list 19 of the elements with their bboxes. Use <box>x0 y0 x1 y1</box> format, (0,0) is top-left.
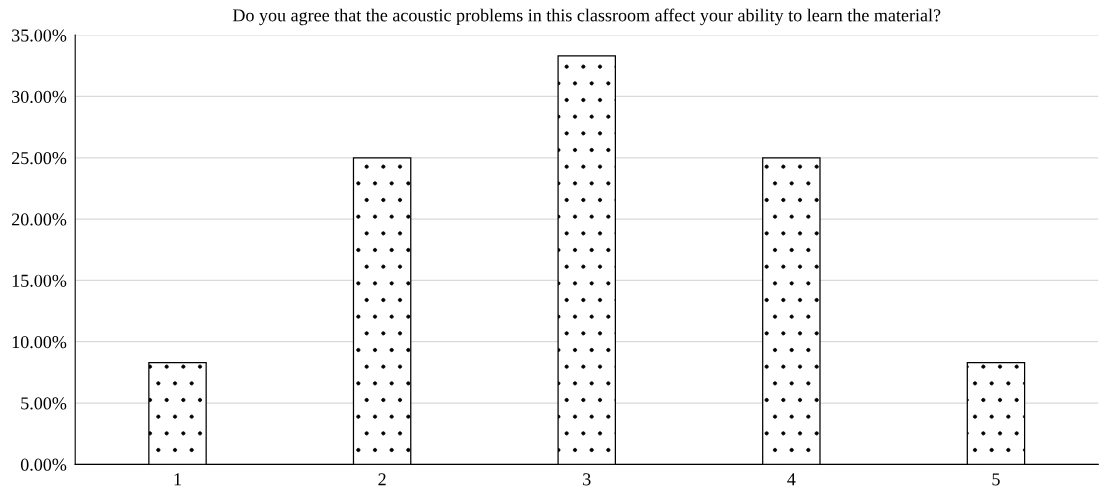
y-tick-label: 20.00% <box>12 213 67 226</box>
y-tick-label: 10.00% <box>12 335 67 349</box>
bar <box>762 157 821 465</box>
x-tick-label: 2 <box>378 473 386 486</box>
bar <box>966 361 1026 465</box>
x-tick-label: 1 <box>174 473 181 486</box>
bar <box>148 361 207 465</box>
x-tick-label: 5 <box>992 473 1000 486</box>
x-tick-label: 3 <box>583 473 591 486</box>
y-tick-label: 15.00% <box>12 274 67 287</box>
y-tick-label: 5.00% <box>21 397 67 410</box>
bar <box>352 157 412 465</box>
bar <box>557 55 617 465</box>
y-tick-label: 25.00% <box>12 152 67 165</box>
y-tick-label: 35.00% <box>12 29 67 42</box>
y-tick-label: 30.00% <box>12 90 67 103</box>
x-tick-label: 4 <box>787 473 796 486</box>
chart-title: Do you agree that the acoustic problems in this classroom affect your ability to learn the material? <box>232 8 941 26</box>
y-tick-label: 0.00% <box>20 458 67 471</box>
